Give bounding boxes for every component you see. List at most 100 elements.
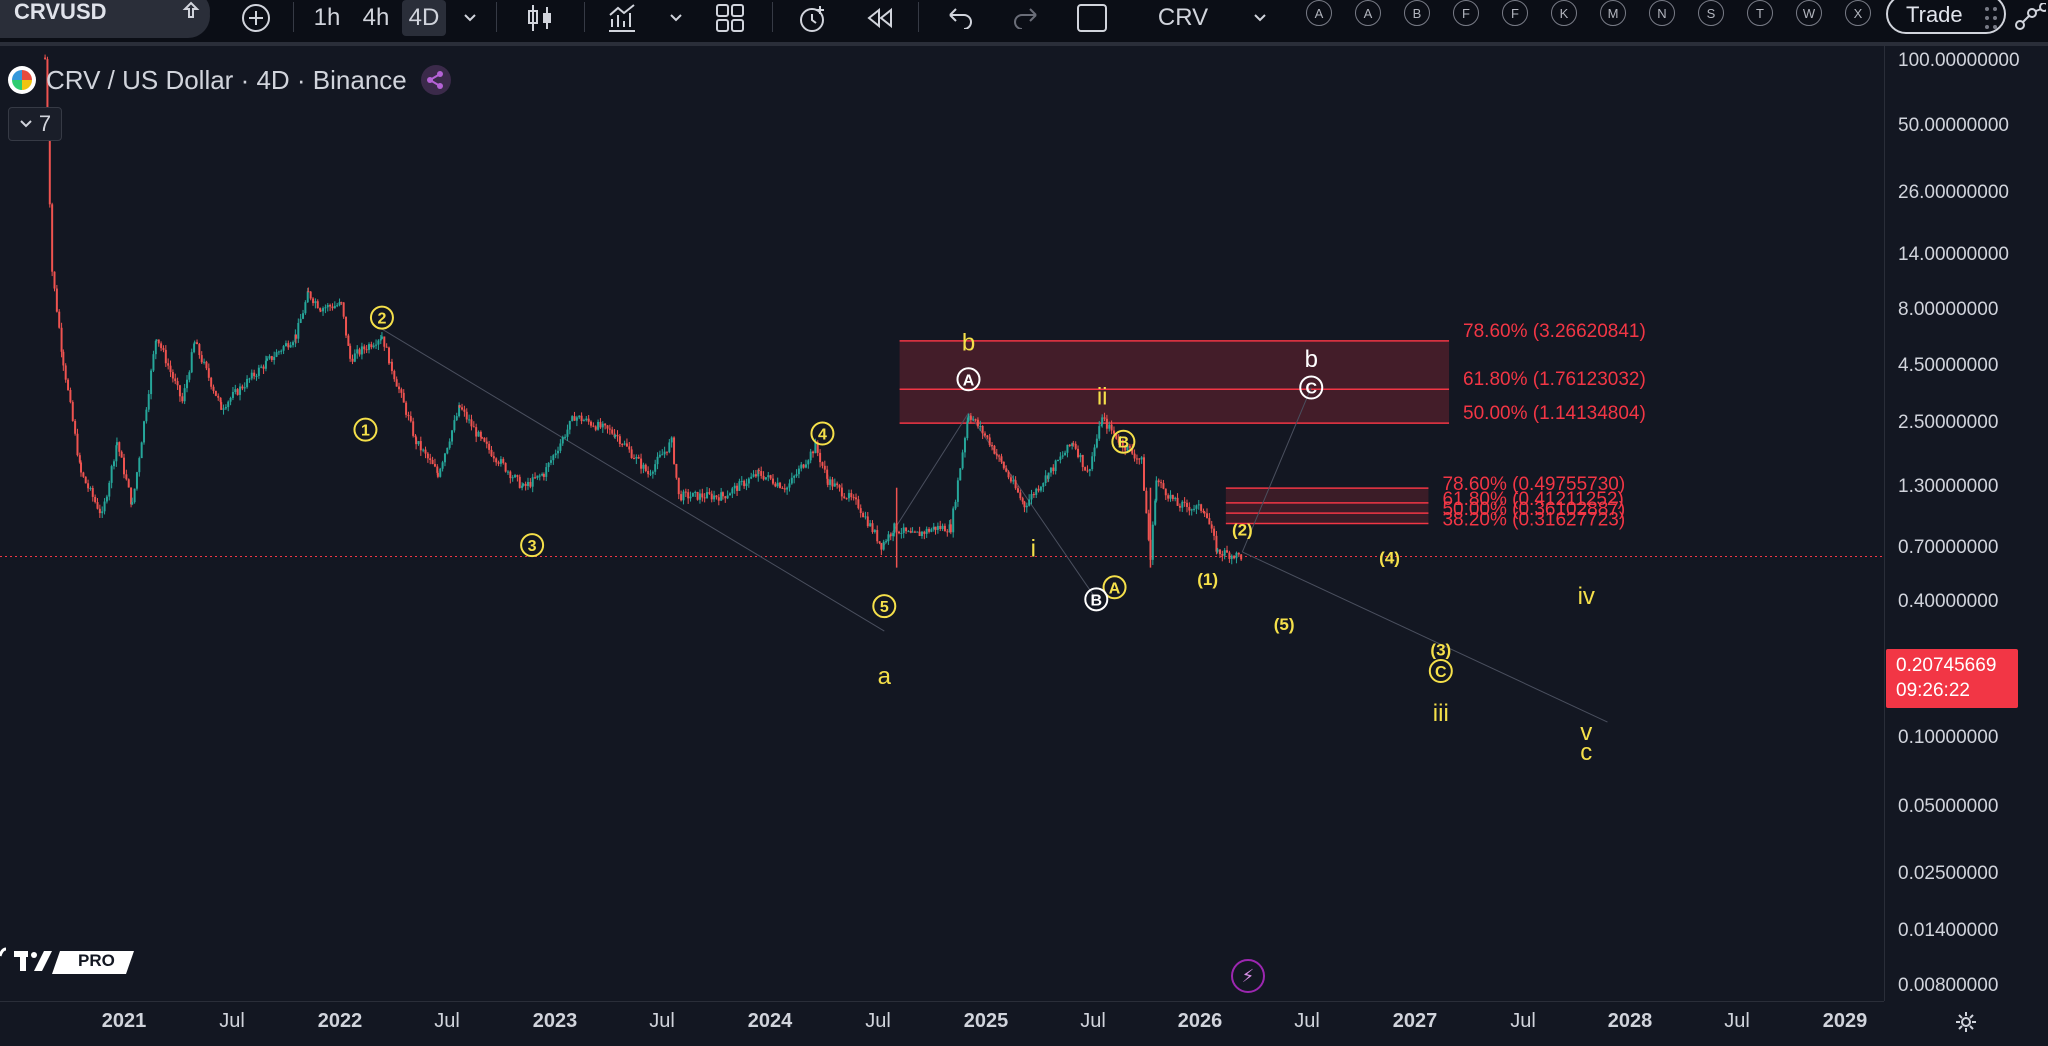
- alert-clock-icon[interactable]: [792, 0, 834, 36]
- candle-body: [44, 57, 47, 60]
- price-chart-canvas[interactable]: 78.60% (3.26620841) 61.80% (1.76123032) 50…: [0, 46, 1884, 1001]
- candle-body: [821, 462, 824, 466]
- share-nodes-icon[interactable]: [2012, 0, 2048, 36]
- candle-body: [538, 475, 541, 477]
- candle-body: [1235, 552, 1238, 559]
- candles-chart-type-icon[interactable]: [520, 0, 560, 36]
- candle-body: [1162, 483, 1165, 489]
- layouts-grid-icon[interactable]: [710, 0, 750, 36]
- price-axis[interactable]: [1884, 46, 2048, 1001]
- candle-body: [831, 479, 834, 487]
- drawing-tag-b-2[interactable]: B: [1404, 0, 1430, 26]
- candle-body: [561, 436, 564, 444]
- candle-body: [372, 345, 375, 348]
- drawing-tag-k-5[interactable]: K: [1551, 0, 1577, 26]
- candle-body: [1151, 524, 1154, 560]
- candle-body: [907, 531, 910, 533]
- candle-body: [120, 451, 123, 458]
- watchlist-symbol-label[interactable]: CRV: [1157, 4, 1209, 31]
- replay-rewind-icon[interactable]: [858, 0, 900, 36]
- candle-body: [409, 416, 412, 422]
- lightning-icon[interactable]: ⚡: [1231, 959, 1265, 993]
- candle-body: [1160, 482, 1163, 484]
- candle-body: [393, 370, 396, 380]
- candle-body: [850, 493, 853, 498]
- indicators-collapse-button[interactable]: 7: [8, 107, 62, 141]
- candle-body: [833, 483, 836, 487]
- candle-body: [154, 340, 157, 355]
- candle-body: [771, 478, 774, 484]
- candle-body: [227, 401, 230, 408]
- undo-icon[interactable]: [940, 0, 980, 36]
- indicators-dropdown-chevron-icon[interactable]: [664, 0, 688, 36]
- wave-label: iii: [1433, 700, 1449, 727]
- interval-4h[interactable]: 4h: [362, 4, 390, 31]
- interval-4d[interactable]: 4D: [402, 0, 446, 36]
- watchlist-dropdown-chevron-icon[interactable]: [1248, 0, 1272, 36]
- candle-body: [623, 443, 626, 445]
- compare-plus-icon[interactable]: [236, 0, 276, 36]
- candle-body: [82, 472, 85, 477]
- fib-label-upper: 50.00% (1.14134804): [1463, 403, 1646, 424]
- candle-body: [893, 523, 896, 534]
- candle-body: [190, 352, 193, 373]
- price-tick: 0.05000000: [1898, 796, 1999, 817]
- candle-body: [479, 431, 482, 438]
- price-tick: 0.70000000: [1898, 537, 1999, 558]
- price-tick: 0.01400000: [1898, 920, 1999, 941]
- add-symbol-alert-icon[interactable]: [172, 0, 210, 30]
- candle-body: [402, 392, 405, 403]
- redo-icon[interactable]: [1006, 0, 1046, 36]
- candle-body: [509, 471, 512, 479]
- candle-body: [651, 471, 654, 474]
- candle-body: [559, 443, 562, 451]
- drag-handle-icon[interactable]: [1976, 0, 2006, 36]
- candle-body: [680, 494, 683, 501]
- time-axis[interactable]: [0, 1001, 1884, 1046]
- candle-body: [1119, 440, 1122, 443]
- candle-body: [135, 472, 138, 489]
- indicators-icon[interactable]: [602, 0, 642, 36]
- drawing-tag-m-6[interactable]: M: [1600, 0, 1626, 26]
- candle-body: [836, 483, 839, 486]
- drawing-tag-n-7[interactable]: N: [1649, 0, 1675, 26]
- price-tick: 1.30000000: [1898, 476, 1999, 497]
- interval-1h[interactable]: 1h: [313, 4, 341, 31]
- candle-body: [1081, 454, 1084, 468]
- drawing-tag-a-1[interactable]: A: [1355, 0, 1381, 26]
- wave-label: C: [1305, 381, 1317, 398]
- shared-layout-icon[interactable]: [420, 65, 451, 95]
- time-tick: 2028: [1607, 1010, 1653, 1032]
- bar-countdown: 09:26:22: [1896, 680, 1970, 701]
- drawing-tag-f-4[interactable]: F: [1502, 0, 1528, 26]
- drawing-tag-t-9[interactable]: T: [1747, 0, 1773, 26]
- candle-body: [541, 474, 544, 476]
- interval-dropdown-chevron-icon[interactable]: [458, 0, 482, 36]
- drawing-tag-x-11[interactable]: X: [1845, 0, 1871, 26]
- drawing-tag-a-0[interactable]: A: [1306, 0, 1332, 26]
- wave-label: i: [1031, 535, 1036, 562]
- candle-body: [932, 526, 935, 530]
- candle-body: [80, 462, 83, 473]
- wave-label: c: [1580, 739, 1592, 766]
- symbol-description[interactable]: CRV / US Dollar · 4D · Binance: [46, 64, 407, 95]
- candle-body: [1052, 467, 1055, 472]
- candle-body: [461, 407, 464, 410]
- chart-legend-title: CRV / US Dollar · 4D · Binance: [8, 62, 451, 98]
- candle-body: [1133, 453, 1136, 459]
- candle-body: [726, 495, 729, 499]
- fullscreen-square-icon[interactable]: [1072, 0, 1112, 36]
- candle-body: [383, 336, 386, 347]
- drawing-tag-f-3[interactable]: F: [1453, 0, 1479, 26]
- candle-body: [112, 461, 115, 467]
- candle-body: [1221, 554, 1224, 556]
- drawing-tag-s-8[interactable]: S: [1698, 0, 1724, 26]
- candle-body: [105, 496, 108, 502]
- settings-gear-icon[interactable]: [1950, 1006, 1982, 1038]
- current-price-label: 0.20745669 09:26:22: [1886, 649, 2018, 708]
- candle-body: [138, 458, 141, 473]
- trade-button[interactable]: Trade: [1886, 0, 2006, 34]
- tradingview-pro-logo[interactable]: PRO: [0, 946, 136, 978]
- wave-label: 4: [818, 427, 827, 444]
- drawing-tag-w-10[interactable]: W: [1796, 0, 1822, 26]
